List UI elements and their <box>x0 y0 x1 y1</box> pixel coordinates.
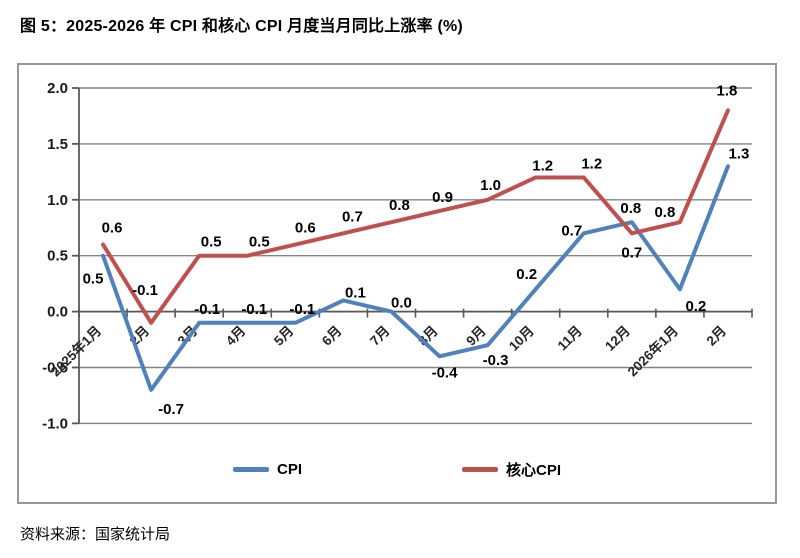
data-label: 0.9 <box>432 189 453 206</box>
data-label: 0.8 <box>620 200 641 217</box>
data-label: 0.8 <box>654 204 675 221</box>
y-tick-label: -0.5 <box>42 360 68 377</box>
x-tick-label: 2026年1月 <box>624 322 681 379</box>
x-tick-label: 4月 <box>223 323 248 348</box>
legend-item-core-cpi: 核心CPI <box>462 459 561 480</box>
core-cpi-line <box>101 108 730 325</box>
figure-title: 图 5：2025-2026 年 CPI 和核心 CPI 月度当月同比上涨率 (%… <box>20 18 463 35</box>
data-label: 1.0 <box>480 177 501 194</box>
cpi-line-swatch <box>232 467 269 472</box>
data-label: 0.5 <box>249 234 270 251</box>
data-label: 0.6 <box>295 220 316 237</box>
data-label: 0.7 <box>342 208 363 225</box>
data-label: 1.2 <box>532 157 553 174</box>
data-label: 0.7 <box>561 222 582 239</box>
y-tick-label: 2.0 <box>47 80 68 97</box>
data-label: -0.1 <box>132 282 158 299</box>
core-cpi-line-swatch <box>462 467 498 472</box>
x-tick-label: 11月 <box>555 323 585 353</box>
chart-legend: CPI 核心CPI <box>19 459 775 480</box>
legend-item-cpi: CPI <box>232 461 302 478</box>
data-label: 0.6 <box>102 220 123 237</box>
legend-label-cpi: CPI <box>276 461 302 478</box>
data-label: 0.7 <box>621 244 642 261</box>
y-tick-label: 1.0 <box>47 192 68 209</box>
y-tick-label: 1.5 <box>47 136 68 153</box>
y-tick-label: 0.0 <box>47 304 68 321</box>
data-label: -0.1 <box>289 301 315 318</box>
data-label: 0.5 <box>201 234 222 251</box>
x-tick-label: 12月 <box>602 323 633 354</box>
data-label: 1.2 <box>581 155 602 172</box>
y-tick-label: -1.0 <box>42 415 68 432</box>
x-tick-label: 6月 <box>319 323 344 348</box>
data-label: 0.5 <box>83 271 104 288</box>
data-label: -0.4 <box>432 364 459 381</box>
x-tick-label: 5月 <box>271 323 296 348</box>
data-label: 0.2 <box>516 266 537 283</box>
y-tick-label: 0.5 <box>47 248 68 265</box>
x-tick-label: 10月 <box>506 323 537 354</box>
data-label: 0.1 <box>345 284 366 301</box>
data-label: 0.0 <box>391 295 412 312</box>
data-label: 0.8 <box>389 197 410 214</box>
data-label: 1.3 <box>729 145 750 162</box>
data-label: -0.7 <box>158 401 184 418</box>
data-label: -0.1 <box>241 301 267 318</box>
chart-frame: 2.0 1.5 1.0 0.5 0.0 -0.5 -1.0 2025年1月 2月 3月 4月 5月 6月… <box>17 63 777 504</box>
x-tick-label: 2025年1月 <box>47 322 104 379</box>
source-note: 资料来源：国家统计局 <box>20 526 171 543</box>
data-label: -0.1 <box>194 301 220 318</box>
x-tick-label: 2月 <box>704 323 729 348</box>
data-label: 1.8 <box>717 82 738 99</box>
data-label: 0.2 <box>685 298 706 315</box>
data-label: -0.3 <box>483 352 509 369</box>
x-tick-label: 7月 <box>367 323 392 348</box>
legend-label-core-cpi: 核心CPI <box>506 462 562 479</box>
